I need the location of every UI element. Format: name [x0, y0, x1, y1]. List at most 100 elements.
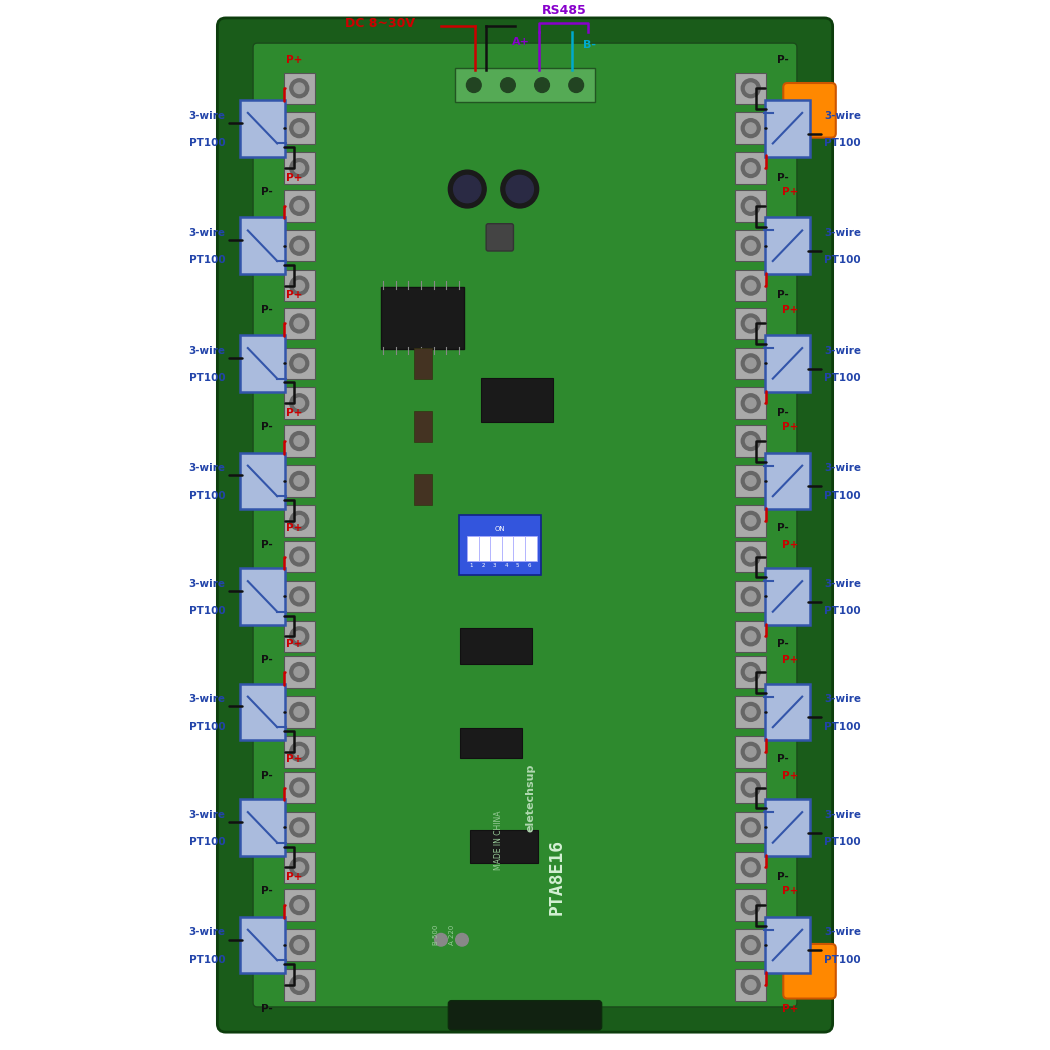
Text: 3-wire: 3-wire	[824, 228, 861, 238]
FancyBboxPatch shape	[414, 411, 432, 442]
Circle shape	[294, 318, 304, 329]
Text: 3-wire: 3-wire	[189, 810, 226, 820]
FancyBboxPatch shape	[284, 112, 315, 144]
Text: P-: P-	[261, 771, 273, 781]
FancyBboxPatch shape	[284, 230, 315, 261]
Circle shape	[294, 940, 304, 950]
Circle shape	[741, 394, 760, 413]
Circle shape	[746, 900, 756, 910]
FancyBboxPatch shape	[735, 621, 766, 652]
Circle shape	[290, 354, 309, 373]
Text: 3-wire: 3-wire	[189, 927, 226, 938]
Text: PT100: PT100	[189, 373, 226, 383]
Text: B-: B-	[583, 40, 595, 50]
Text: P+: P+	[782, 304, 799, 315]
Text: A 220: A 220	[448, 924, 455, 945]
Text: P+: P+	[782, 422, 799, 433]
FancyBboxPatch shape	[765, 100, 810, 156]
FancyBboxPatch shape	[735, 72, 766, 104]
Text: P+: P+	[782, 1004, 799, 1014]
Circle shape	[290, 663, 309, 681]
FancyBboxPatch shape	[735, 772, 766, 803]
FancyBboxPatch shape	[735, 696, 766, 728]
FancyBboxPatch shape	[470, 830, 538, 863]
Circle shape	[290, 547, 309, 566]
Circle shape	[741, 314, 760, 333]
Text: PT100: PT100	[189, 954, 226, 965]
Circle shape	[741, 119, 760, 138]
Text: PT100: PT100	[824, 490, 861, 501]
Circle shape	[741, 778, 760, 797]
Circle shape	[746, 940, 756, 950]
FancyBboxPatch shape	[735, 190, 766, 222]
FancyBboxPatch shape	[240, 335, 285, 392]
Circle shape	[294, 83, 304, 93]
Circle shape	[290, 858, 309, 877]
Circle shape	[294, 163, 304, 173]
Text: 3-wire: 3-wire	[824, 463, 861, 474]
Circle shape	[741, 432, 760, 450]
Circle shape	[294, 707, 304, 717]
FancyBboxPatch shape	[414, 348, 432, 379]
FancyBboxPatch shape	[765, 568, 810, 625]
FancyBboxPatch shape	[284, 465, 315, 497]
FancyBboxPatch shape	[284, 656, 315, 688]
Circle shape	[290, 702, 309, 721]
FancyBboxPatch shape	[783, 83, 836, 138]
FancyBboxPatch shape	[240, 799, 285, 856]
Circle shape	[290, 975, 309, 994]
FancyBboxPatch shape	[513, 536, 525, 561]
Text: P-: P-	[261, 655, 273, 666]
Circle shape	[290, 314, 309, 333]
FancyBboxPatch shape	[284, 621, 315, 652]
Circle shape	[746, 747, 756, 757]
FancyBboxPatch shape	[765, 799, 810, 856]
Circle shape	[290, 896, 309, 915]
FancyBboxPatch shape	[735, 656, 766, 688]
Text: RS485: RS485	[542, 4, 586, 17]
Text: 3-wire: 3-wire	[189, 345, 226, 356]
Circle shape	[294, 398, 304, 408]
Text: P-: P-	[261, 422, 273, 433]
Circle shape	[290, 196, 309, 215]
Circle shape	[294, 782, 304, 793]
FancyBboxPatch shape	[284, 581, 315, 612]
Circle shape	[294, 516, 304, 526]
Circle shape	[746, 163, 756, 173]
FancyBboxPatch shape	[735, 270, 766, 301]
Circle shape	[741, 663, 760, 681]
Text: P+: P+	[782, 886, 799, 897]
Circle shape	[741, 587, 760, 606]
Circle shape	[746, 476, 756, 486]
FancyBboxPatch shape	[765, 684, 810, 740]
Text: P-: P-	[261, 304, 273, 315]
Text: P+: P+	[286, 291, 302, 300]
FancyBboxPatch shape	[735, 736, 766, 768]
Text: 3-wire: 3-wire	[189, 228, 226, 238]
Circle shape	[746, 201, 756, 211]
Circle shape	[290, 818, 309, 837]
FancyBboxPatch shape	[284, 152, 315, 184]
FancyBboxPatch shape	[735, 230, 766, 261]
Circle shape	[294, 900, 304, 910]
FancyBboxPatch shape	[765, 217, 810, 274]
Text: P+: P+	[782, 540, 799, 550]
Text: PT100: PT100	[189, 606, 226, 616]
FancyBboxPatch shape	[381, 287, 464, 349]
FancyBboxPatch shape	[217, 18, 833, 1032]
Circle shape	[290, 742, 309, 761]
Circle shape	[741, 547, 760, 566]
FancyBboxPatch shape	[284, 72, 315, 104]
FancyBboxPatch shape	[284, 969, 315, 1001]
Text: 3-wire: 3-wire	[189, 694, 226, 705]
Text: 5: 5	[516, 564, 520, 568]
FancyBboxPatch shape	[240, 100, 285, 156]
FancyBboxPatch shape	[735, 152, 766, 184]
FancyBboxPatch shape	[735, 929, 766, 961]
Text: PT100: PT100	[189, 721, 226, 732]
Circle shape	[746, 280, 756, 291]
FancyBboxPatch shape	[735, 581, 766, 612]
Text: DC 8~30V: DC 8~30V	[344, 17, 415, 29]
Text: B 500: B 500	[433, 924, 439, 945]
FancyBboxPatch shape	[735, 541, 766, 572]
